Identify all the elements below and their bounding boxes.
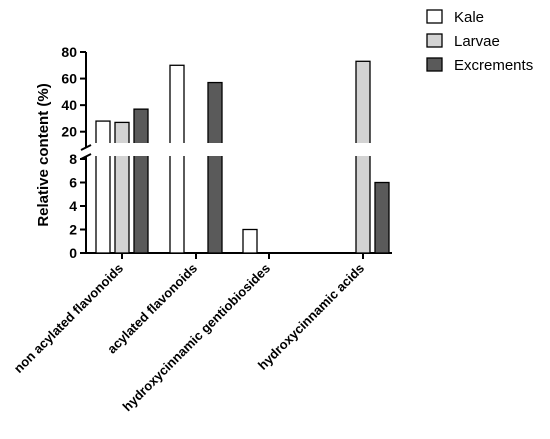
axis-break-gap: [78, 148, 88, 156]
y-ticks: 0 2 4 6 8 20 40 60 80: [61, 44, 86, 261]
x-category-label: hydroxycinnamic acids: [255, 261, 367, 373]
bar: [207, 81, 223, 254]
legend-swatch: [426, 9, 443, 24]
x-category-label: hydroxycinnamic gentiobiosides: [119, 261, 273, 415]
axis-break: [78, 144, 92, 160]
y-tick-label: 40: [61, 97, 77, 113]
legend-swatch: [426, 57, 443, 72]
legend-label: Excrements: [454, 57, 533, 74]
bar-break-gap: [207, 143, 223, 156]
bar: [95, 120, 111, 254]
bars: [95, 60, 390, 254]
y-axis-title: Relative content (%): [35, 83, 52, 226]
bar: [169, 64, 185, 254]
y-tick-label: 2: [69, 222, 77, 238]
y-tick-label: 80: [61, 44, 77, 60]
bar: [133, 108, 149, 254]
bar-break-gap: [95, 143, 111, 156]
axis-break-mark: [80, 144, 92, 151]
bar-break-gap: [355, 143, 371, 156]
x-category-label: non acylated flavonoids: [11, 261, 126, 376]
y-tick-label: 8: [69, 151, 77, 167]
legend: Kale Larvae Excrements: [426, 9, 533, 74]
y-tick-label: 0: [69, 245, 77, 261]
y-tick-label: 6: [69, 175, 77, 191]
y-tick-label: 60: [61, 71, 77, 87]
legend-swatch: [426, 33, 443, 48]
y-tick-label: 20: [61, 124, 77, 140]
bar-break-gap: [169, 143, 185, 156]
bar-break-gap: [133, 143, 149, 156]
bar-break-gap: [114, 143, 130, 156]
legend-label: Larvae: [454, 33, 500, 50]
bar: [374, 181, 390, 254]
bar: [355, 60, 371, 254]
legend-label: Kale: [454, 9, 484, 26]
bar: [114, 121, 130, 254]
y-tick-label: 4: [69, 198, 77, 214]
bar: [242, 228, 258, 254]
